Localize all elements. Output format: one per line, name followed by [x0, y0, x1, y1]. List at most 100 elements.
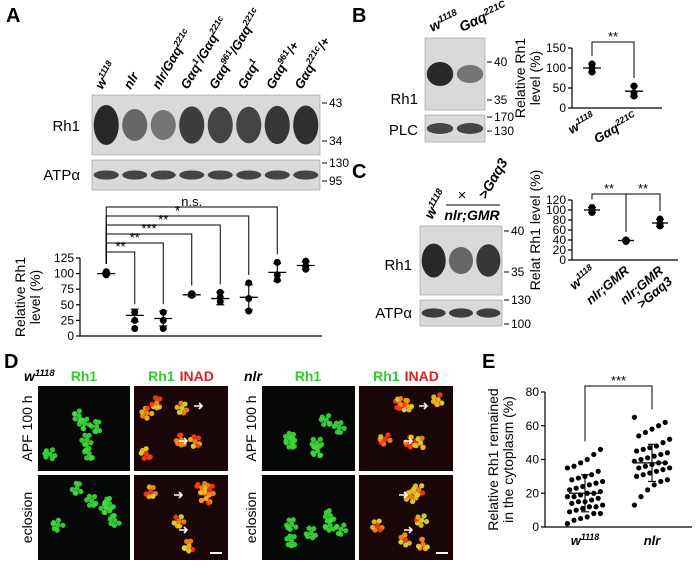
rhabdomere — [402, 532, 408, 538]
rhabdomere — [412, 483, 419, 489]
y-axis-label: level (%) — [527, 51, 543, 105]
marker-label: 95 — [329, 174, 343, 188]
data-point — [597, 510, 604, 517]
label-part: /Gαq — [226, 23, 254, 57]
label-part: 1 — [247, 57, 258, 66]
data-point — [131, 325, 139, 333]
row-label: eclosion — [19, 492, 35, 543]
data-point — [567, 487, 573, 493]
rhabdomere — [96, 419, 102, 425]
rhabdomere — [341, 522, 347, 528]
rhabdomere — [192, 438, 198, 445]
data-point — [573, 485, 579, 491]
data-point — [302, 257, 310, 265]
rhabdomere — [77, 421, 83, 427]
arrow — [174, 491, 184, 499]
y-tick-label: 50 — [553, 81, 567, 95]
rhabdomere — [103, 505, 109, 511]
rhabdomere — [406, 407, 412, 413]
rhabdomere — [55, 522, 61, 528]
significance-bracket — [105, 251, 136, 305]
rhabdomere — [402, 537, 409, 543]
rhabdomere — [186, 543, 192, 549]
data-point — [667, 436, 673, 442]
rhabdomere — [288, 538, 295, 544]
y-tick-label: 0 — [532, 520, 539, 534]
rhabdomere — [326, 421, 332, 427]
rhabdomere — [179, 405, 185, 411]
rhabdomere — [430, 398, 437, 404]
data-point — [564, 494, 571, 500]
rhabdomere — [186, 548, 192, 554]
rhabdomere — [334, 523, 340, 529]
rhabdomere — [206, 492, 213, 498]
rhabdomere — [403, 494, 409, 500]
rhabdomere — [69, 486, 75, 493]
y-tick-label: 0 — [559, 253, 566, 267]
rhabdomere — [398, 539, 404, 545]
blot-band — [150, 170, 176, 180]
blot-band — [122, 109, 148, 141]
data-point — [593, 504, 599, 510]
error-bar — [301, 261, 310, 270]
rhabdomere — [178, 514, 184, 520]
rhabdomere — [86, 446, 92, 452]
rhabdomere — [413, 443, 419, 449]
rhabdomere — [421, 513, 427, 519]
rhabdomere — [80, 425, 86, 432]
data-point — [589, 472, 595, 478]
rhabdomere — [72, 410, 78, 417]
y-tick-label: 75 — [61, 282, 75, 296]
data-point — [569, 477, 575, 483]
row-label: ATPα — [375, 305, 412, 322]
channel-label: Rh1 — [295, 368, 322, 384]
y-tick-label: 100 — [546, 61, 566, 75]
data-point — [580, 483, 586, 490]
data-point — [569, 500, 575, 506]
data-point — [159, 325, 167, 333]
rhabdomere — [84, 455, 90, 461]
rhabdomere — [76, 413, 82, 419]
data-point — [658, 451, 664, 458]
label-part: INAD — [405, 368, 439, 384]
marker-label: 40 — [511, 224, 525, 238]
rhabdomere — [152, 395, 159, 401]
row-label: eclosion — [243, 492, 259, 543]
rhabdomere — [417, 440, 424, 446]
row-label: PLC — [389, 122, 418, 139]
label-part: 1118 — [581, 532, 599, 542]
error-bar — [656, 218, 664, 228]
label-part: Gαq — [291, 61, 317, 91]
significance-label: * — [175, 203, 180, 218]
significance-bracket — [591, 41, 635, 78]
blot-band — [426, 62, 454, 86]
rhabdomere — [310, 450, 316, 456]
data-point — [571, 517, 577, 523]
rhabdomere — [150, 484, 156, 491]
rhabdomere — [180, 410, 187, 416]
micrograph — [38, 475, 130, 560]
y-tick-label: 25 — [61, 313, 75, 327]
blot-band — [179, 106, 205, 144]
rhabdomere — [419, 435, 425, 441]
error-bar — [581, 474, 589, 513]
rhabdomere — [55, 517, 62, 523]
panel-label: C — [352, 161, 366, 183]
rhabdomere — [377, 527, 383, 533]
rhabdomere — [327, 512, 333, 519]
rhabdomere — [84, 416, 90, 422]
error-bar — [273, 263, 282, 282]
rhabdomere — [335, 530, 341, 537]
rhabdomere — [404, 397, 411, 404]
rhabdomere — [143, 451, 149, 457]
data-point — [631, 458, 638, 464]
panel-label: D — [4, 351, 18, 373]
significance-label: n.s. — [181, 194, 202, 209]
data-point — [636, 465, 642, 471]
channel-label: Rh1 INAD — [373, 368, 439, 384]
data-point — [578, 515, 584, 522]
rhabdomere — [173, 438, 179, 444]
error-bar — [588, 63, 596, 73]
y-tick-label: 60 — [526, 419, 540, 433]
rhabdomere — [197, 489, 204, 496]
